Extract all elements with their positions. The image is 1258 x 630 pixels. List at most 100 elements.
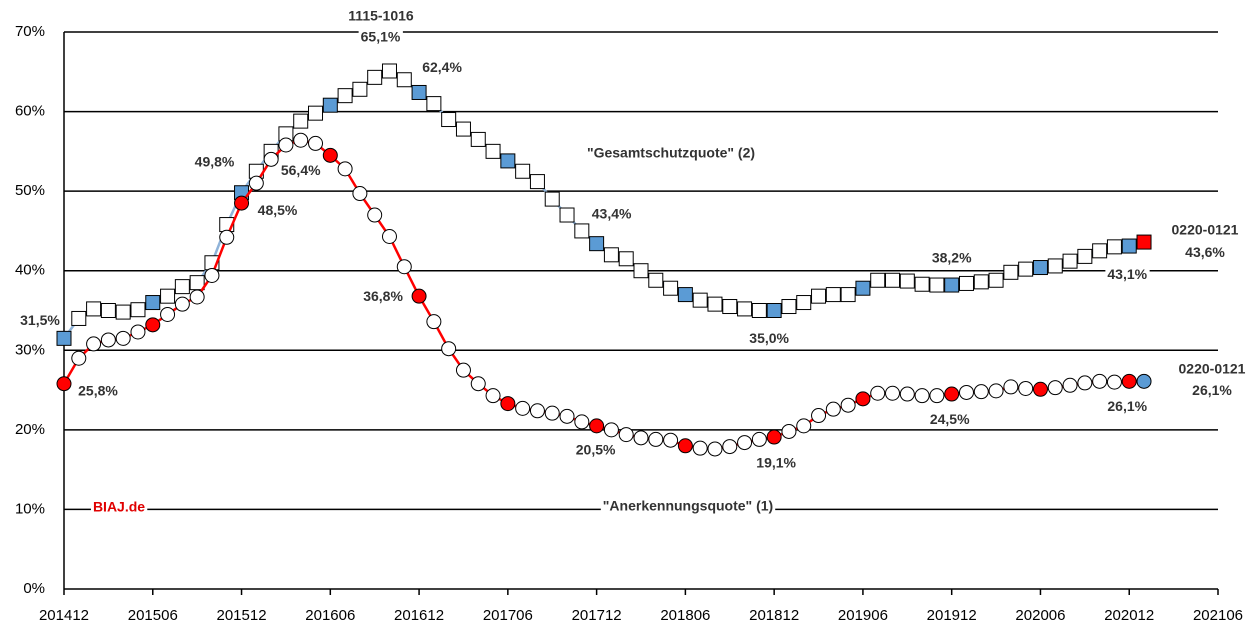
square-marker: [411, 84, 427, 100]
circle-marker: [722, 439, 738, 455]
circle-marker: [160, 306, 176, 322]
circle-marker: [71, 350, 87, 366]
square-marker: [1106, 239, 1122, 255]
square-marker: [707, 296, 723, 312]
value-label: 24,5%: [930, 411, 970, 427]
square-marker: [367, 69, 383, 85]
square-marker: [115, 304, 131, 320]
x-tick-label: 201812: [749, 607, 799, 624]
square-marker: [663, 280, 679, 296]
square-marker: [86, 301, 102, 317]
square-marker: [737, 301, 753, 317]
circle-marker: [1092, 373, 1108, 389]
circle-marker: [1136, 373, 1152, 389]
label-bg: [929, 249, 975, 266]
circle-marker: [130, 324, 146, 340]
square-marker: [1062, 253, 1078, 269]
circle-marker: [204, 267, 220, 283]
circle-marker: [885, 385, 901, 401]
circle-marker: [381, 228, 397, 244]
square-marker: [958, 275, 974, 291]
circle-marker: [973, 384, 989, 400]
value-label: 26,1%: [1107, 398, 1147, 414]
square-marker: [751, 303, 767, 318]
square-marker: [500, 153, 516, 169]
annotation: 0220-0121: [1172, 222, 1239, 238]
label-bg: [420, 59, 465, 76]
circle-marker: [367, 207, 383, 223]
circle-marker: [914, 388, 930, 404]
circle-marker: [825, 401, 841, 417]
x-tick-label: 201506: [128, 607, 178, 624]
y-tick-label: 10%: [15, 500, 45, 517]
circle-marker: [100, 332, 116, 348]
circle-marker: [263, 151, 279, 167]
source: BIAJ.de: [93, 499, 145, 515]
label-bg: [358, 28, 403, 45]
label-bg: [76, 382, 121, 399]
label-bg: [754, 454, 799, 471]
square-marker: [189, 275, 205, 291]
square-marker: [544, 191, 560, 207]
square-marker: [692, 292, 708, 308]
circle-marker: [189, 289, 205, 305]
value-label: 48,5%: [258, 202, 298, 218]
circle-marker: [515, 400, 531, 416]
x-tick-label: 202106: [1193, 607, 1243, 624]
circle-marker: [692, 440, 708, 456]
square-marker: [293, 113, 309, 129]
circle-marker: [663, 432, 679, 448]
label-bg: [361, 287, 406, 304]
value-label: 56,4%: [281, 162, 321, 178]
label-bg: [927, 410, 973, 427]
square-marker: [796, 295, 812, 311]
circle-marker: [559, 408, 575, 424]
y-tick-label: 70%: [15, 23, 45, 40]
value-label: 43,1%: [1107, 266, 1147, 282]
square-marker: [766, 303, 782, 318]
circle-marker: [855, 391, 871, 407]
square-marker: [485, 143, 501, 159]
square-marker: [396, 72, 412, 88]
label-bg: [747, 330, 792, 347]
circle-marker: [737, 435, 753, 451]
square-marker: [441, 112, 457, 128]
x-tick-label: 201906: [838, 607, 888, 624]
square-marker: [870, 272, 886, 288]
circle-marker: [174, 296, 190, 312]
square-marker: [929, 277, 945, 293]
label-bg: [1190, 382, 1235, 399]
circle-marker: [234, 195, 250, 211]
square-marker: [574, 223, 590, 239]
series-label: "Gesamtschutzquote" (2): [587, 145, 755, 161]
circle-marker: [308, 135, 324, 151]
circle-marker: [293, 132, 309, 148]
grid: 0% 10% 20% 30% 40% 50% 60% 70% 201412 201506 20151…: [15, 23, 1243, 624]
circle-marker: [278, 137, 294, 153]
value-label: 62,4%: [422, 59, 462, 75]
square-marker: [885, 272, 901, 288]
series-label: "Anerkennungsquote" (1): [603, 498, 773, 514]
circle-marker: [145, 317, 161, 333]
circle-marker: [56, 376, 72, 392]
circle-marker: [899, 386, 915, 402]
circle-marker: [115, 330, 131, 346]
x-tick-label: 201612: [394, 607, 444, 624]
square-marker: [352, 81, 368, 97]
square-marker: [988, 272, 1004, 288]
square-marker: [589, 236, 605, 252]
y-tick-label: 50%: [15, 182, 45, 199]
label-bg: [1105, 265, 1150, 282]
circle-marker: [781, 423, 797, 439]
square-marker: [973, 274, 989, 290]
x-tick-label: 201512: [217, 607, 267, 624]
square-marker: [1018, 261, 1034, 277]
x-tick-label: 201912: [927, 607, 977, 624]
circle-marker: [707, 441, 723, 457]
value-label: 20,5%: [576, 442, 616, 458]
x-tick-label: 201606: [305, 607, 355, 624]
circle-marker: [677, 438, 693, 454]
label-bg: [346, 7, 416, 24]
square-marker: [529, 174, 545, 190]
circle-marker: [352, 186, 368, 202]
